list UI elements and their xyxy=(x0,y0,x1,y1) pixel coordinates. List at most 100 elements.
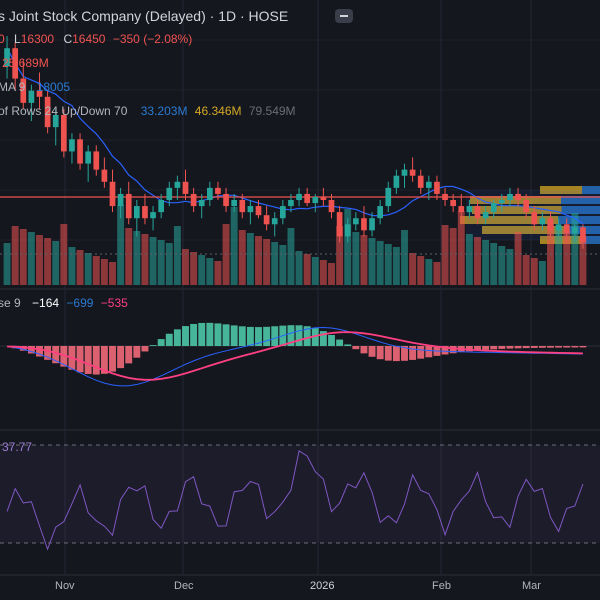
candle-body xyxy=(125,193,132,219)
macd-histogram-bar xyxy=(328,335,335,346)
close-value: 16450 xyxy=(72,32,106,46)
ma-line xyxy=(6,47,584,225)
candle-body xyxy=(206,187,213,200)
macd-histogram-bar xyxy=(133,346,141,358)
volume-profile-down-bar xyxy=(561,196,600,204)
macd-histogram-bar xyxy=(52,346,60,364)
volume-bar xyxy=(44,238,52,285)
candle-body xyxy=(271,218,278,225)
macd-legend: se 9 −164 −699 −535 xyxy=(0,296,128,310)
volume-bar xyxy=(474,237,481,285)
volume-bar xyxy=(384,244,392,285)
candle-body xyxy=(409,169,416,176)
candle-body xyxy=(133,206,140,219)
candle-body xyxy=(515,193,521,200)
candle-body xyxy=(385,187,392,207)
symbol-title: s Joint Stock Company (Delayed) · 1D · H… xyxy=(0,8,289,24)
macd-histogram-bar xyxy=(547,346,554,348)
candle-body xyxy=(12,48,19,79)
volume-bar xyxy=(76,250,84,285)
macd-histogram-bar xyxy=(401,346,408,361)
candle-body xyxy=(158,200,165,213)
macd-histogram-bar xyxy=(36,346,43,357)
macd-histogram-bar xyxy=(117,346,125,369)
x-label-2026: 2026 xyxy=(310,580,335,592)
ma-legend: MA 9 18005 xyxy=(0,80,70,94)
macd-signal-value: −535 xyxy=(100,296,128,310)
volume-profile-down-bar xyxy=(561,206,600,214)
macd-histogram-bar xyxy=(149,345,157,346)
volume-bar xyxy=(360,235,368,285)
x-label-nov: Nov xyxy=(55,580,75,592)
vp-down-value: 46.346M xyxy=(194,104,242,118)
macd-histogram-bar xyxy=(165,333,173,346)
candle-body xyxy=(279,206,286,219)
macd-histogram-bar xyxy=(571,346,579,348)
candle-body xyxy=(239,200,246,213)
macd-histogram-bar xyxy=(579,346,587,348)
macd-histogram-bar xyxy=(222,324,230,346)
rsi-line xyxy=(6,449,584,551)
candle-body xyxy=(442,193,448,200)
volume-bar xyxy=(133,231,141,285)
macd-histogram-bar xyxy=(44,346,52,360)
open-value: 0 xyxy=(0,32,5,46)
macd-histogram-bar xyxy=(287,325,295,346)
volume-profile-up-bar xyxy=(540,186,582,194)
macd-histogram-bar xyxy=(100,346,108,374)
volume-bar xyxy=(441,225,449,285)
collapse-legend-button[interactable] xyxy=(335,9,353,23)
volume-bar xyxy=(84,253,92,285)
volume-bar xyxy=(19,229,27,285)
candle-body xyxy=(150,212,156,219)
candle-body xyxy=(344,224,351,237)
volume-bar xyxy=(141,234,149,285)
macd-line-value: −699 xyxy=(66,296,94,310)
candle-body xyxy=(247,206,254,213)
candle-body xyxy=(490,203,497,213)
candle-body xyxy=(101,169,108,182)
macd-histogram-bar xyxy=(376,346,384,360)
volume-bar xyxy=(149,237,157,285)
ma-label: MA 9 xyxy=(0,80,26,94)
candle-body xyxy=(69,139,75,152)
macd-histogram-bar xyxy=(84,346,92,374)
volume-bar xyxy=(198,255,206,285)
candle-body xyxy=(4,48,10,67)
macd-histogram-bar xyxy=(506,346,514,349)
macd-hist-value: −164 xyxy=(32,296,60,310)
macd-histogram-bar xyxy=(319,331,327,346)
candle-body xyxy=(263,215,270,225)
candle-body xyxy=(182,181,189,194)
macd-signal-line xyxy=(7,331,583,381)
macd-histogram-bar xyxy=(563,346,571,348)
macd-histogram-bar xyxy=(19,346,27,351)
candle-body xyxy=(312,196,319,204)
candle-body xyxy=(466,206,473,213)
volume-bar xyxy=(425,259,433,285)
volume-bar xyxy=(117,205,125,285)
low-value: 16300 xyxy=(20,32,55,46)
volume-bar xyxy=(522,255,530,285)
volume-bar xyxy=(68,247,76,285)
macd-histogram-bar xyxy=(514,346,522,349)
volume-bar xyxy=(100,259,108,285)
volume-profile-up-bar xyxy=(472,206,562,214)
volume-profile-down-bar xyxy=(582,186,600,194)
volume-bar xyxy=(433,262,441,285)
candle-body xyxy=(523,200,530,213)
candle-body xyxy=(377,206,384,219)
candle-body xyxy=(417,175,424,188)
low-label: L xyxy=(14,32,21,46)
candle-body xyxy=(320,196,327,200)
candle-body xyxy=(369,218,375,231)
candle-body xyxy=(474,206,481,219)
volume-bar xyxy=(344,209,352,285)
volume-value: 25.689M xyxy=(2,56,49,70)
candle-body xyxy=(482,212,489,219)
volume-bar xyxy=(401,230,408,285)
candle-body xyxy=(328,200,335,213)
macd-label: se 9 xyxy=(0,296,21,310)
macd-histogram-bar xyxy=(530,346,538,348)
